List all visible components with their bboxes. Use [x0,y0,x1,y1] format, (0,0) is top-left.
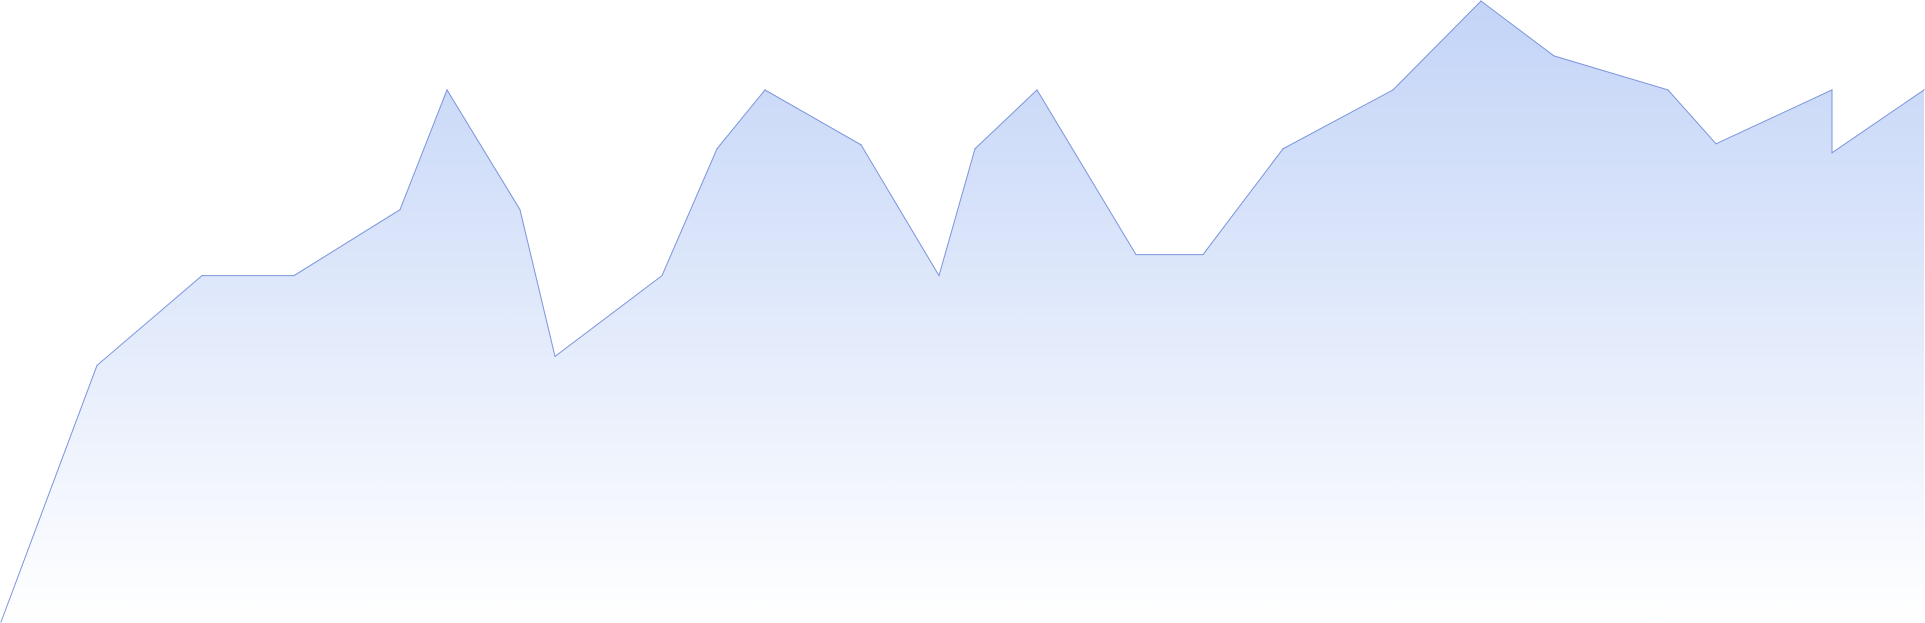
data-point-8 [661,274,663,277]
data-point-21 [1667,89,1669,91]
data-point-7 [554,355,556,358]
data-point-5 [446,89,448,91]
data-point-0 [0,621,2,623]
data-point-9 [716,148,718,150]
data-point-4 [399,209,401,211]
data-point-3 [293,274,295,277]
data-point-1 [96,364,98,367]
data-point-23 [1831,89,1833,91]
data-point-10 [764,89,766,91]
data-point-17 [1282,148,1284,150]
data-point-14 [1036,89,1038,91]
data-point-24 [1831,152,1833,154]
data-point-11 [860,144,862,146]
data-point-13 [974,148,976,150]
data-point-19 [1480,0,1482,2]
data-point-20 [1553,55,1555,57]
data-point-6 [519,209,521,211]
data-point-15 [1135,253,1137,256]
data-point-25 [1923,89,1925,91]
data-point-12 [938,274,940,277]
data-point-18 [1392,89,1394,91]
data-point-2 [201,274,203,277]
data-point-22 [1715,143,1717,145]
data-point-16 [1202,253,1204,256]
